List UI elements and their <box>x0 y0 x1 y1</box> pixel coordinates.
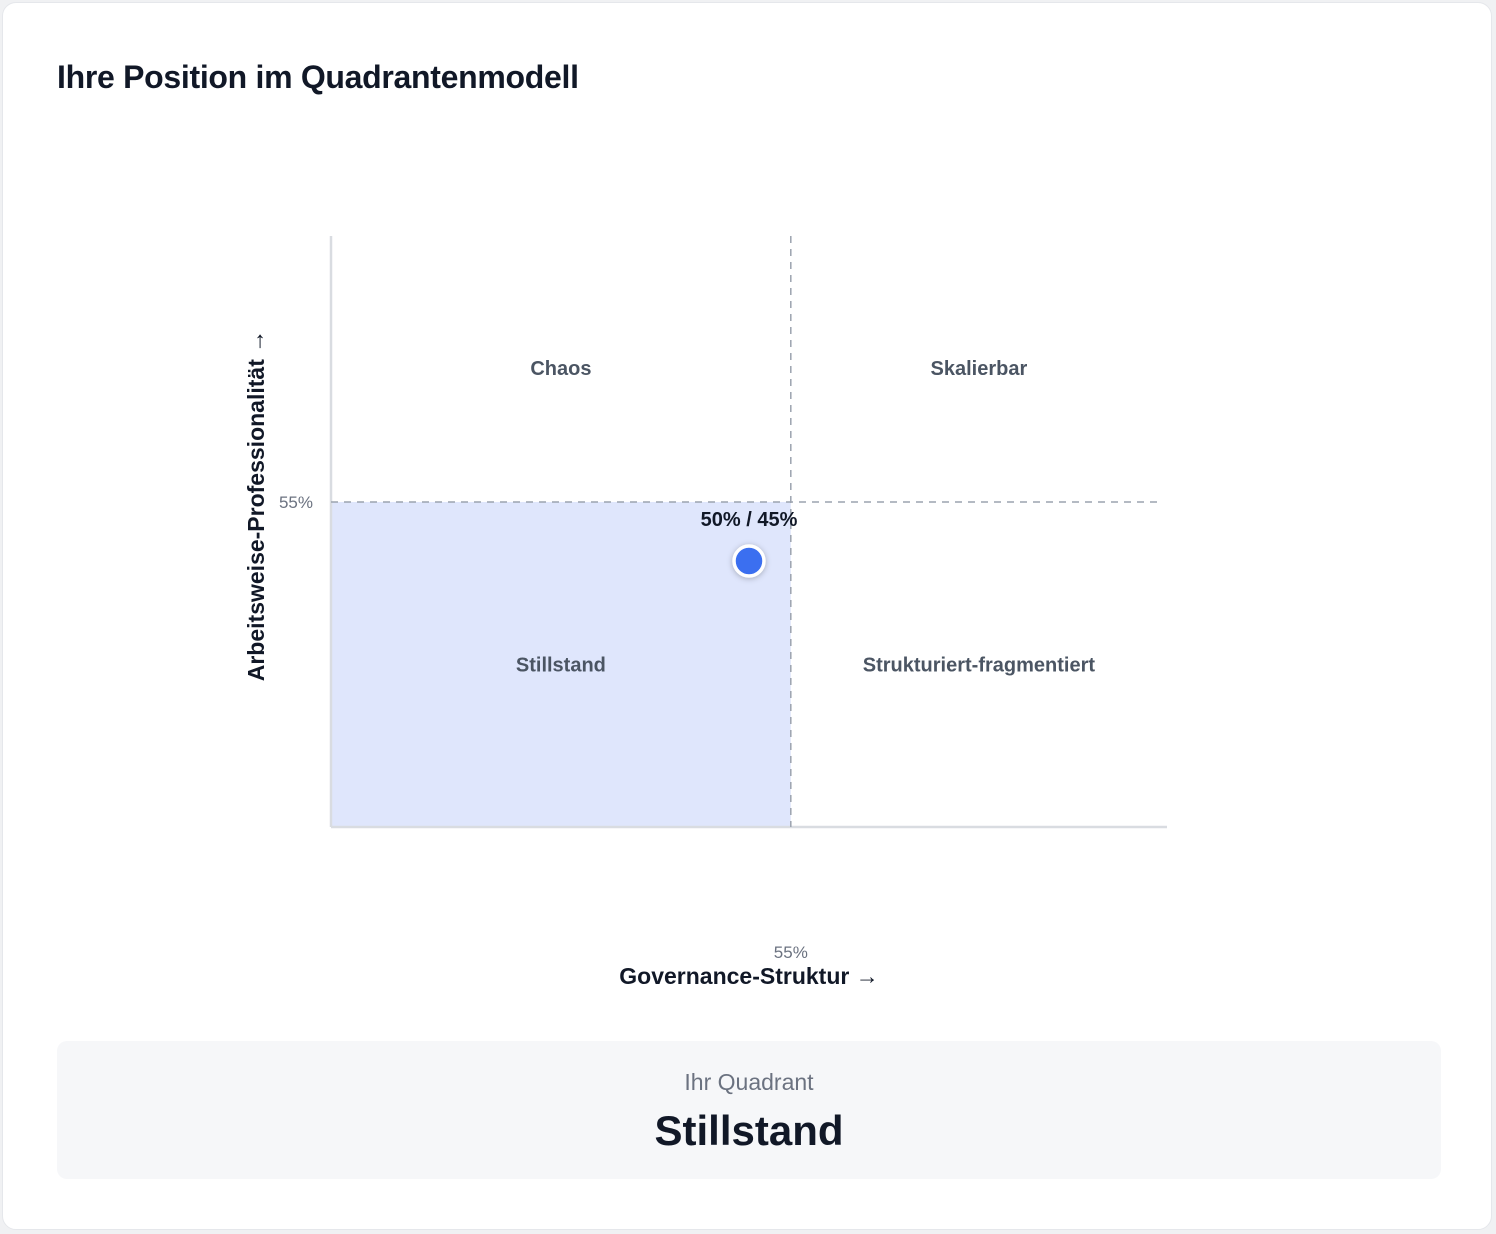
quadrant-chart: Chaos Skalierbar Stillstand Strukturiert-fr… <box>243 236 1167 989</box>
quadrant-label-bottom-left: Stillstand <box>516 654 606 676</box>
highlighted-quadrant <box>331 501 791 827</box>
x-axis-title: Governance-Struktur → <box>619 963 878 989</box>
position-point-label: 50% / 45% <box>701 509 798 531</box>
position-point <box>732 544 766 578</box>
result-quadrant-name: Stillstand <box>654 1107 844 1154</box>
result-box: Ihr Quadrant Stillstand <box>57 1041 1441 1179</box>
quadrant-label-bottom-right: Strukturiert-fragmentiert <box>863 654 1096 676</box>
y-threshold-tick-label: 55% <box>279 493 313 512</box>
y-axis-title: Arbeitsweise-Professionalität → <box>243 330 269 682</box>
quadrant-label-top-right: Skalierbar <box>931 358 1028 380</box>
card-title: Ihre Position im Quadrantenmodell <box>57 59 579 95</box>
x-threshold-tick-label: 55% <box>774 943 808 962</box>
result-caption: Ihr Quadrant <box>684 1069 814 1095</box>
quadrant-label-top-left: Chaos <box>530 358 591 380</box>
